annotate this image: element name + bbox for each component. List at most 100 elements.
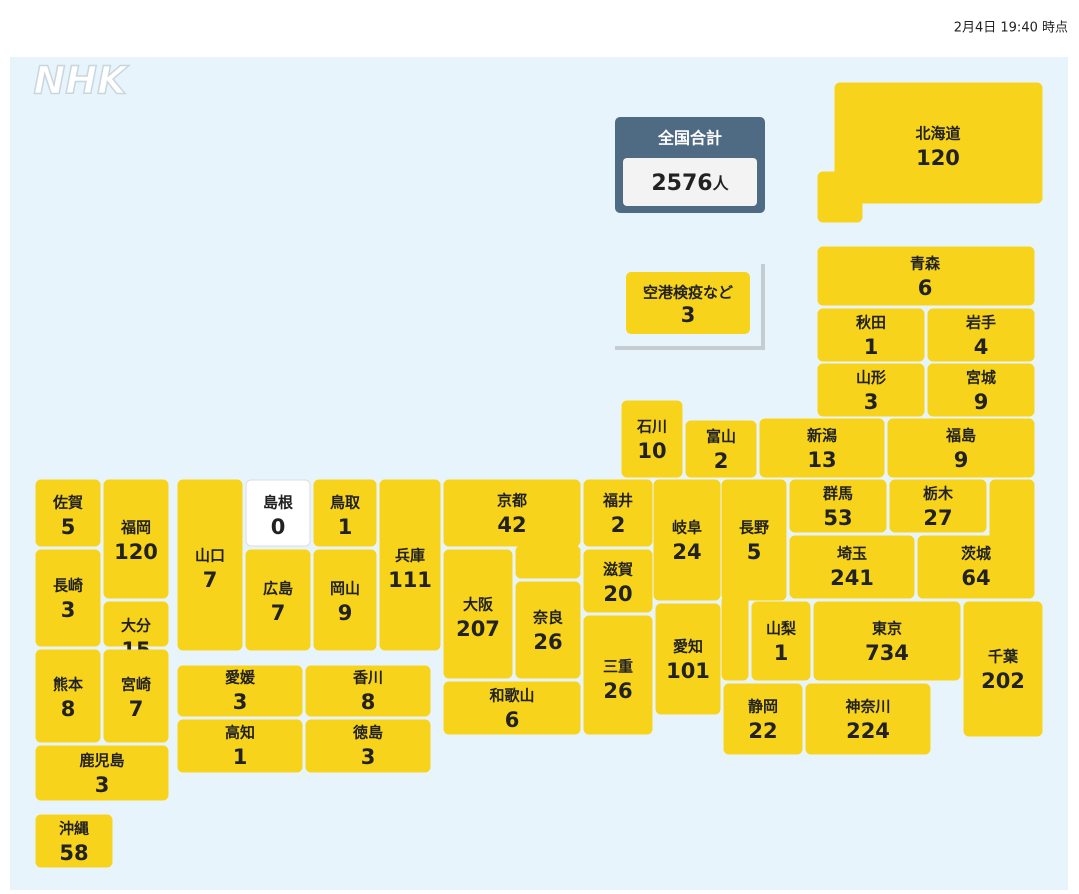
prefecture-name: 群馬 bbox=[823, 485, 853, 503]
prefecture-tile bbox=[759, 418, 885, 478]
prefecture-tile bbox=[751, 601, 811, 681]
prefecture-value: 3 bbox=[864, 390, 879, 414]
prefecture-name: 香川 bbox=[353, 669, 383, 687]
prefecture-value: 0 bbox=[271, 515, 286, 539]
prefecture-tile bbox=[177, 665, 303, 717]
prefecture-name: 山形 bbox=[856, 369, 886, 387]
prefecture-tile bbox=[379, 479, 441, 651]
quarantine-tile bbox=[626, 272, 750, 334]
prefecture-name: 茨城 bbox=[961, 545, 991, 563]
prefecture-tile bbox=[35, 479, 101, 547]
prefecture-value: 27 bbox=[923, 506, 952, 530]
prefecture-value: 10 bbox=[637, 439, 666, 463]
prefecture-name: 長崎 bbox=[53, 577, 83, 595]
prefecture-value: 64 bbox=[961, 566, 990, 590]
prefecture-name: 沖縄 bbox=[59, 820, 89, 838]
prefecture-tile bbox=[789, 535, 915, 599]
prefecture-name: 栃木 bbox=[923, 485, 954, 503]
prefecture-name: 大分 bbox=[121, 617, 151, 635]
prefecture-value: 1 bbox=[864, 335, 879, 359]
prefecture-name: 熊本 bbox=[53, 676, 83, 694]
prefecture-name: 福井 bbox=[602, 492, 633, 510]
prefecture-value: 24 bbox=[672, 540, 701, 564]
prefecture-value: 3 bbox=[95, 773, 110, 797]
quarantine-value: 3 bbox=[681, 303, 696, 327]
prefecture-name: 宮崎 bbox=[121, 676, 151, 694]
prefecture-value: 7 bbox=[203, 568, 218, 592]
prefecture-value: 8 bbox=[61, 697, 76, 721]
total-inner bbox=[623, 158, 757, 206]
prefecture-tile bbox=[313, 549, 377, 651]
total-label: 全国合計 bbox=[657, 129, 722, 148]
prefecture-name: 千葉 bbox=[988, 648, 1019, 666]
prefecture-name: 京都 bbox=[497, 492, 527, 510]
prefecture-value: 6 bbox=[918, 276, 933, 300]
prefecture-value: 3 bbox=[61, 598, 76, 622]
prefecture-value: 20 bbox=[603, 582, 632, 606]
prefecture-tile bbox=[103, 649, 169, 743]
prefecture-tile bbox=[583, 549, 653, 613]
prefecture-name: 石川 bbox=[636, 418, 667, 436]
prefecture-tile bbox=[103, 479, 169, 599]
prefecture-value: 53 bbox=[823, 506, 852, 530]
prefecture-tile bbox=[245, 549, 311, 651]
prefecture-tile bbox=[805, 683, 931, 755]
prefecture-name: 岐阜 bbox=[672, 519, 702, 537]
prefecture-tile bbox=[305, 665, 431, 717]
prefecture-tile bbox=[305, 719, 431, 773]
prefecture-tile bbox=[817, 246, 1035, 306]
prefecture-tile bbox=[177, 719, 303, 773]
prefecture-name: 徳島 bbox=[352, 724, 383, 742]
prefecture-name: 広島 bbox=[263, 580, 293, 598]
prefecture-name: 北海道 bbox=[915, 125, 960, 143]
prefecture-name: 愛媛 bbox=[225, 669, 256, 687]
prefecture-value: 1 bbox=[338, 515, 353, 539]
prefecture-tile bbox=[917, 535, 1035, 599]
prefecture-name: 和歌山 bbox=[489, 687, 534, 705]
prefecture-name: 兵庫 bbox=[395, 547, 425, 565]
prefecture-value: 111 bbox=[388, 568, 432, 592]
prefecture-name: 愛知 bbox=[673, 638, 703, 656]
prefecture-value: 58 bbox=[59, 841, 88, 865]
prefecture-name: 福島 bbox=[945, 427, 976, 445]
prefecture-tile bbox=[245, 479, 311, 547]
prefecture-name: 高知 bbox=[225, 724, 255, 742]
prefecture-value: 26 bbox=[603, 679, 632, 703]
prefecture-tile bbox=[313, 479, 377, 547]
total-value: 2576人 bbox=[651, 171, 729, 196]
prefecture-tile bbox=[834, 82, 1043, 204]
prefecture-value: 101 bbox=[666, 659, 710, 683]
prefecture-tile bbox=[443, 549, 513, 679]
prefecture-tile bbox=[817, 363, 925, 417]
prefecture-value: 3 bbox=[233, 690, 248, 714]
prefecture-value: 9 bbox=[974, 390, 989, 414]
prefecture-name: 富山 bbox=[706, 428, 736, 446]
prefecture-value: 224 bbox=[846, 719, 890, 743]
prefecture-value: 13 bbox=[807, 448, 836, 472]
prefecture-value: 734 bbox=[865, 641, 909, 665]
prefecture-name: 奈良 bbox=[532, 609, 563, 627]
prefecture-name: 新潟 bbox=[807, 427, 837, 445]
prefecture-tile bbox=[887, 418, 1035, 478]
prefecture-tile bbox=[655, 603, 721, 715]
prefecture-tile bbox=[621, 400, 683, 478]
prefecture-tile bbox=[927, 363, 1035, 417]
prefecture-name: 山梨 bbox=[766, 620, 796, 638]
prefecture-value: 2 bbox=[611, 513, 626, 537]
prefecture-value: 120 bbox=[114, 540, 158, 564]
prefecture-name: 三重 bbox=[603, 658, 633, 676]
prefecture-name: 山口 bbox=[195, 547, 225, 565]
prefecture-value: 7 bbox=[129, 697, 144, 721]
prefecture-value: 22 bbox=[748, 719, 777, 743]
prefecture-value: 2 bbox=[714, 449, 729, 473]
prefecture-name: 鹿児島 bbox=[79, 752, 124, 770]
prefecture-tile bbox=[789, 479, 887, 533]
prefecture-value: 5 bbox=[61, 515, 76, 539]
prefecture-name: 埼玉 bbox=[837, 545, 867, 563]
timestamp: 2月4日 19:40 時点 bbox=[954, 21, 1068, 36]
prefecture-name: 佐賀 bbox=[52, 494, 83, 512]
prefecture-value: 6 bbox=[505, 708, 520, 732]
prefecture-value: 202 bbox=[981, 669, 1025, 693]
prefecture-tile bbox=[685, 420, 757, 478]
